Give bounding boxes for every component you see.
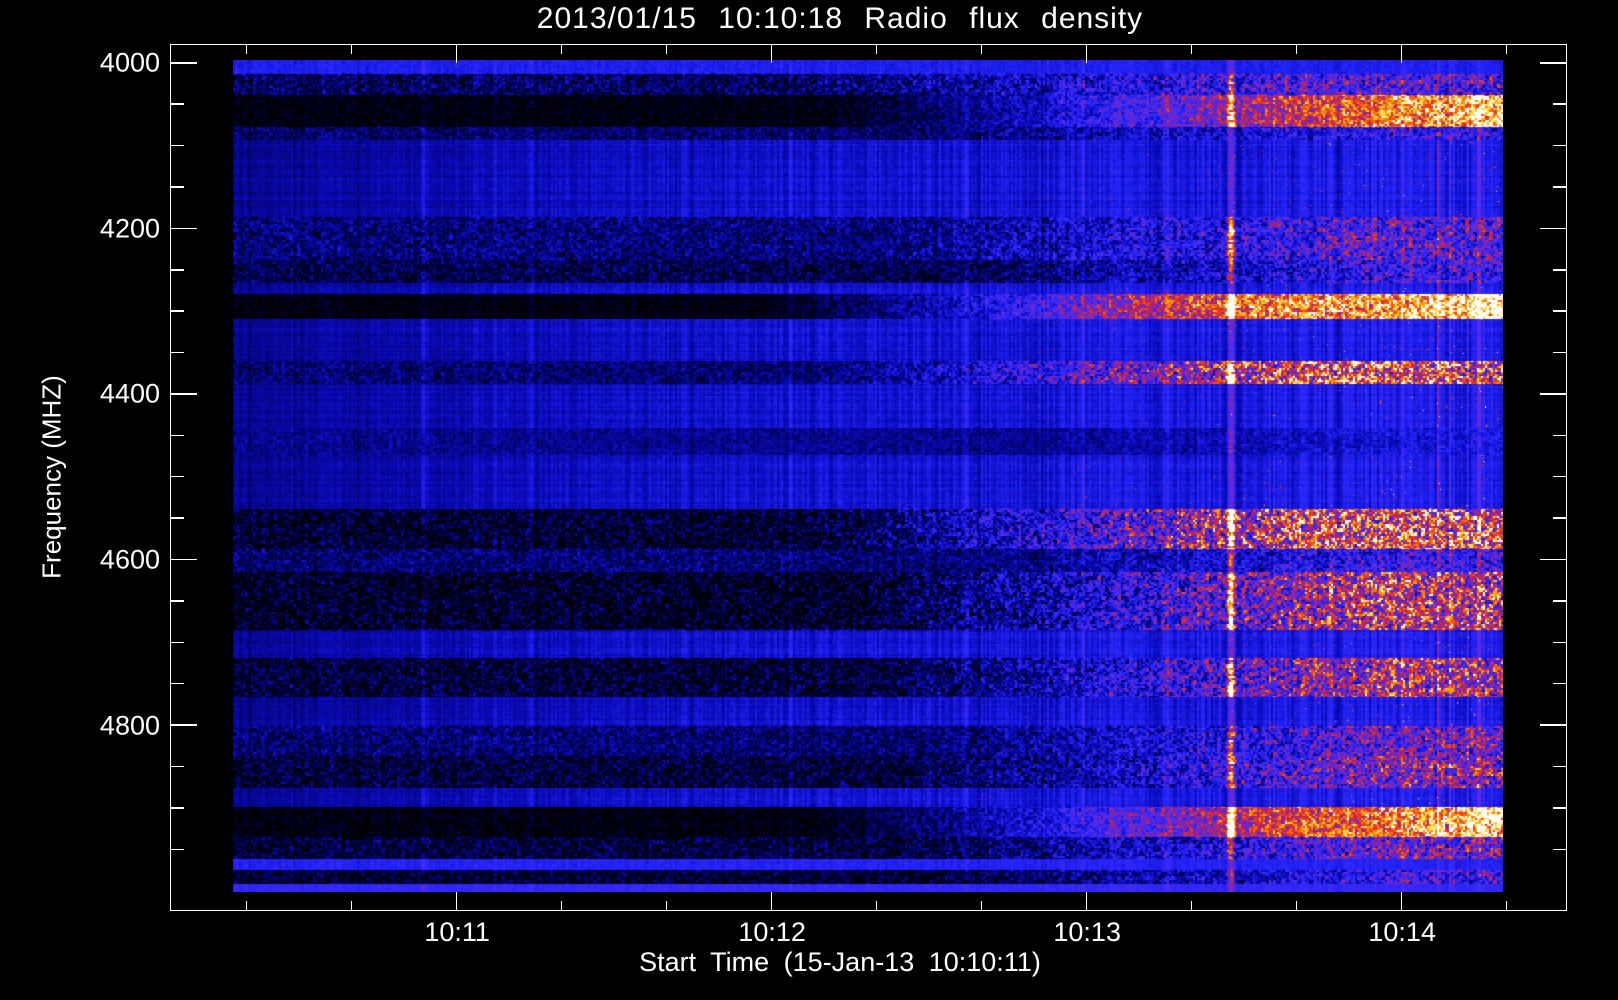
y-axis-tick [1540, 393, 1566, 395]
y-axis-tick [1553, 310, 1566, 312]
x-tick-label: 10:13 [1053, 917, 1121, 947]
x-axis-tick [245, 45, 248, 54]
y-axis-tick [1540, 724, 1566, 726]
y-axis-tick [1553, 682, 1566, 685]
y-axis-tick [1540, 227, 1566, 230]
y-axis-tick [1553, 103, 1566, 105]
y-tick-label: 4000 [99, 47, 160, 78]
y-axis-tick [171, 103, 184, 105]
x-axis-tick [350, 45, 353, 54]
chart-title: 2013/01/15 10:10:18 Radio flux density [536, 2, 1144, 35]
y-axis-tick [171, 641, 184, 644]
x-axis-tick [1085, 892, 1088, 910]
y-axis-tick [1553, 807, 1566, 809]
x-axis-title: Start Time (15-Jan-13 10:10:11) [639, 947, 1041, 977]
x-axis-tick [665, 45, 668, 54]
x-axis-tick [1400, 45, 1403, 63]
y-axis-tick [1553, 641, 1566, 644]
y-axis-tick [1553, 269, 1566, 271]
y-axis-tick [1553, 517, 1566, 519]
y-axis-tick [171, 807, 184, 809]
y-axis-tick [171, 227, 197, 230]
x-axis-tick [1295, 45, 1298, 54]
x-axis-tick [1505, 901, 1508, 910]
y-axis-tick [1553, 434, 1566, 437]
y-tick-label: 4200 [99, 213, 160, 244]
y-axis-tick [171, 144, 184, 147]
y-axis-tick [171, 848, 184, 851]
x-tick-label: 10:11 [424, 917, 490, 947]
y-axis-tick [1553, 186, 1566, 188]
x-tick-label: 10:14 [1368, 917, 1436, 947]
x-axis-tick [1190, 901, 1193, 910]
y-axis-tick [171, 62, 197, 64]
y-axis-tick [1553, 848, 1566, 851]
spectrogram-heatmap [232, 59, 1503, 892]
x-axis-tick [980, 901, 983, 910]
y-axis-tick [1553, 765, 1566, 768]
plot-frame [170, 44, 1567, 911]
x-axis-tick [770, 892, 773, 910]
x-axis-tick [770, 45, 773, 63]
y-axis-tick [171, 434, 184, 437]
y-axis-tick [171, 600, 184, 602]
y-tick-label: 4600 [99, 544, 160, 575]
x-axis-tick [1295, 901, 1298, 910]
y-axis-tick [1553, 475, 1566, 478]
y-axis-tick [1553, 600, 1566, 602]
y-axis-tick [171, 393, 197, 395]
y-axis-tick [171, 765, 184, 768]
x-axis-tick [560, 901, 563, 910]
y-axis-tick [171, 517, 184, 519]
y-axis-tick [1553, 351, 1566, 354]
y-axis-tick [171, 682, 184, 685]
y-axis-tick [1553, 144, 1566, 147]
y-tick-label: 4800 [99, 710, 160, 741]
x-axis-tick [1085, 45, 1088, 63]
x-axis-tick [1505, 45, 1508, 54]
x-tick-label: 10:12 [738, 917, 806, 947]
x-axis-tick [875, 901, 878, 910]
y-axis-tick [171, 351, 184, 354]
y-tick-label: 4400 [99, 378, 160, 409]
x-axis-tick [980, 45, 983, 54]
x-axis-tick [455, 892, 458, 910]
y-axis-tick [171, 186, 184, 188]
x-axis-tick [875, 45, 878, 54]
x-axis-tick [455, 45, 458, 63]
y-axis-tick [171, 724, 197, 726]
x-axis-tick [1190, 45, 1193, 54]
y-axis-tick [171, 310, 184, 312]
x-axis-tick [350, 901, 353, 910]
x-axis-tick [560, 45, 563, 54]
y-axis-tick [1540, 62, 1566, 64]
x-axis-tick [665, 901, 668, 910]
y-axis-tick [171, 269, 184, 271]
x-axis-tick [245, 901, 248, 910]
y-axis-tick [1540, 558, 1566, 561]
y-axis-tick [171, 475, 184, 478]
x-axis-tick [1400, 892, 1403, 910]
y-axis-tick [171, 558, 197, 561]
